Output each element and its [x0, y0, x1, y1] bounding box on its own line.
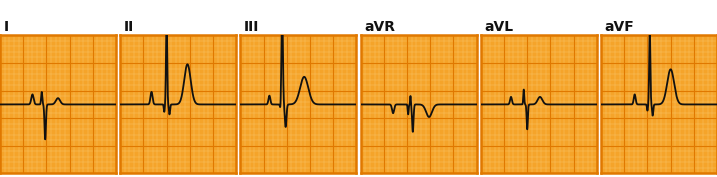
- Text: aVF: aVF: [604, 20, 635, 34]
- Text: III: III: [244, 20, 260, 34]
- Text: I: I: [4, 20, 9, 34]
- Text: aVL: aVL: [485, 20, 513, 34]
- Text: aVR: aVR: [364, 20, 395, 34]
- Text: II: II: [124, 20, 134, 34]
